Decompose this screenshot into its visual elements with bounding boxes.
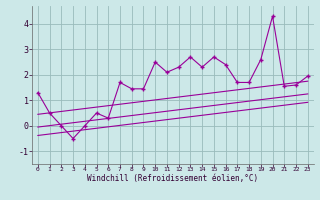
X-axis label: Windchill (Refroidissement éolien,°C): Windchill (Refroidissement éolien,°C) xyxy=(87,174,258,183)
